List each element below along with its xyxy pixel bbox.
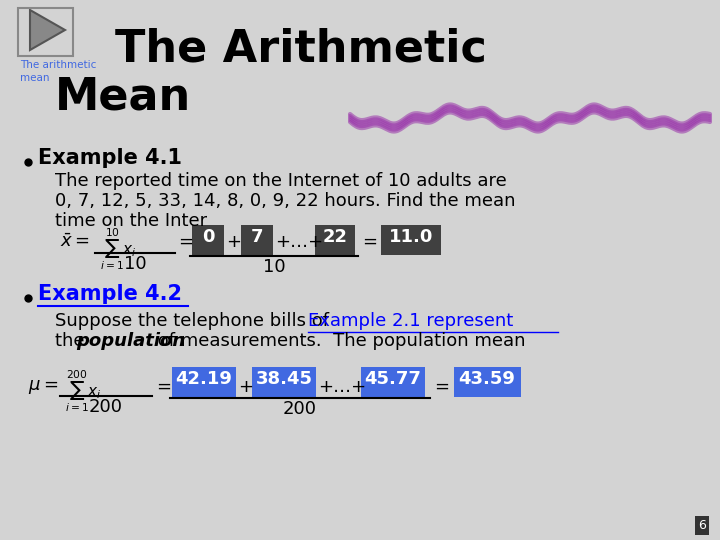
Text: time on the Inter: time on the Inter bbox=[55, 212, 207, 230]
FancyBboxPatch shape bbox=[454, 367, 521, 397]
Text: 0: 0 bbox=[202, 228, 215, 246]
Text: the: the bbox=[55, 332, 90, 350]
Text: 200: 200 bbox=[89, 398, 123, 416]
Text: 38.45: 38.45 bbox=[256, 370, 312, 388]
Text: +: + bbox=[238, 378, 253, 396]
Text: Example 4.2: Example 4.2 bbox=[38, 284, 182, 304]
FancyBboxPatch shape bbox=[192, 225, 224, 255]
Text: 11.0: 11.0 bbox=[389, 228, 433, 246]
Text: 42.19: 42.19 bbox=[176, 370, 233, 388]
Text: of measurements.  The population mean: of measurements. The population mean bbox=[152, 332, 526, 350]
Text: mean: mean bbox=[20, 73, 50, 83]
Text: 22: 22 bbox=[323, 228, 348, 246]
FancyBboxPatch shape bbox=[381, 225, 441, 255]
Text: Mean: Mean bbox=[55, 76, 192, 119]
Text: $\mu=$: $\mu=$ bbox=[28, 378, 58, 396]
FancyBboxPatch shape bbox=[241, 225, 273, 255]
Text: +: + bbox=[226, 233, 241, 251]
FancyBboxPatch shape bbox=[361, 367, 425, 397]
Text: 200: 200 bbox=[283, 400, 317, 418]
Text: The arithmetic: The arithmetic bbox=[20, 60, 96, 70]
FancyBboxPatch shape bbox=[315, 225, 355, 255]
Text: 10: 10 bbox=[263, 258, 285, 276]
Text: $\bar{x}=$: $\bar{x}=$ bbox=[60, 233, 90, 251]
Text: +…+: +…+ bbox=[318, 378, 366, 396]
Text: +…+: +…+ bbox=[275, 233, 323, 251]
Text: population: population bbox=[76, 332, 185, 350]
Text: =: = bbox=[156, 378, 171, 396]
Text: Example 4.1: Example 4.1 bbox=[38, 148, 182, 168]
Text: The Arithmetic: The Arithmetic bbox=[115, 28, 487, 71]
Text: Example 2.1 represent: Example 2.1 represent bbox=[308, 312, 513, 330]
FancyBboxPatch shape bbox=[172, 367, 236, 397]
Text: The reported time on the Internet of 10 adults are: The reported time on the Internet of 10 … bbox=[55, 172, 507, 190]
Text: 0, 7, 12, 5, 33, 14, 8, 0, 9, 22 hours. Find the mean: 0, 7, 12, 5, 33, 14, 8, 0, 9, 22 hours. … bbox=[55, 192, 516, 210]
Text: =: = bbox=[178, 233, 193, 251]
Text: 7: 7 bbox=[251, 228, 264, 246]
Text: 45.77: 45.77 bbox=[364, 370, 421, 388]
Text: 6: 6 bbox=[698, 519, 706, 532]
FancyBboxPatch shape bbox=[252, 367, 316, 397]
Text: 10: 10 bbox=[124, 255, 146, 273]
Text: =: = bbox=[362, 233, 377, 251]
Text: =: = bbox=[434, 378, 449, 396]
Text: $\sum_{i=1}^{200} x_i$: $\sum_{i=1}^{200} x_i$ bbox=[65, 368, 102, 414]
Text: Suppose the telephone bills of: Suppose the telephone bills of bbox=[55, 312, 335, 330]
Polygon shape bbox=[30, 10, 65, 50]
Text: 43.59: 43.59 bbox=[459, 370, 516, 388]
Text: $\sum_{i=1}^{10} x_i$: $\sum_{i=1}^{10} x_i$ bbox=[100, 226, 137, 272]
